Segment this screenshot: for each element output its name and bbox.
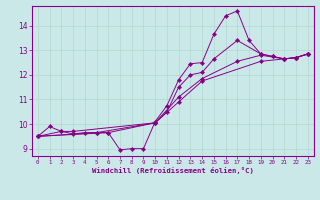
X-axis label: Windchill (Refroidissement éolien,°C): Windchill (Refroidissement éolien,°C) [92,167,254,174]
